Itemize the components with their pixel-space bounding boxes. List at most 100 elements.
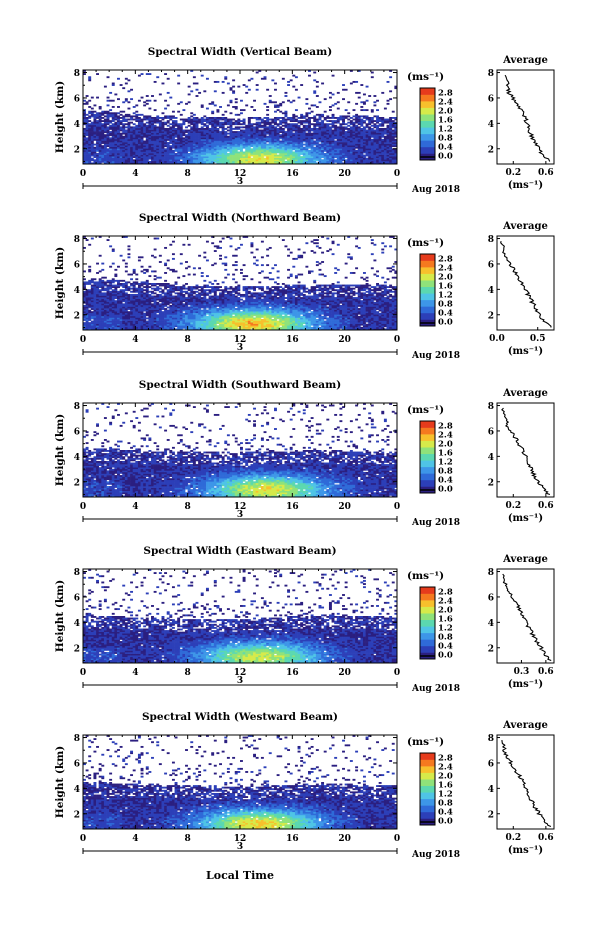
average-x-tick-label: 0.2 bbox=[505, 833, 521, 843]
colorbar-tick-label: 0.4 bbox=[438, 808, 453, 818]
y-tick-label: 4 bbox=[74, 453, 80, 463]
date-tick-label: 3 bbox=[237, 177, 243, 187]
x-tick-label: 16 bbox=[286, 834, 299, 844]
average-y-tick-label: 2 bbox=[488, 810, 494, 820]
colorbar-tick-label: 1.6 bbox=[438, 282, 453, 292]
x-tick-label: 12 bbox=[234, 668, 247, 678]
date-label: Aug 2018 bbox=[411, 351, 460, 361]
average-x-tick-label: 0.3 bbox=[514, 667, 530, 677]
average-y-tick-label: 6 bbox=[488, 427, 494, 437]
x-axis-label: Local Time bbox=[206, 869, 274, 882]
colorbar-tick-label: 1.6 bbox=[438, 781, 453, 791]
colorbar-unit: (ms⁻¹) bbox=[407, 404, 444, 416]
colorbar-tick-label: 2.4 bbox=[438, 98, 453, 108]
x-tick-label: 4 bbox=[132, 169, 138, 179]
y-tick-label: 8 bbox=[74, 69, 80, 79]
average-title: Average bbox=[502, 55, 548, 66]
average-title: Average bbox=[502, 221, 548, 232]
y-tick-label: 8 bbox=[74, 402, 80, 412]
x-tick-label: 0 bbox=[394, 335, 400, 345]
average-y-tick-label: 4 bbox=[488, 120, 494, 130]
heatmap bbox=[83, 735, 397, 829]
heatmap bbox=[83, 236, 397, 330]
y-tick-label: 4 bbox=[74, 619, 80, 629]
panel-2: Spectral Width (Northward Beam) 2 4 6 8 Heigh… bbox=[54, 212, 555, 361]
y-tick-label: 2 bbox=[74, 478, 80, 488]
average-profile-line bbox=[504, 74, 551, 162]
colorbar-tick-label: 2.0 bbox=[438, 440, 453, 450]
average-y-tick-label: 2 bbox=[488, 145, 494, 155]
colorbar-tick-label: 0.0 bbox=[438, 817, 453, 827]
average-profile-plot bbox=[496, 402, 555, 498]
average-title: Average bbox=[502, 554, 548, 565]
y-tick-label: 4 bbox=[74, 120, 80, 130]
x-tick-label: 16 bbox=[286, 169, 299, 179]
x-tick-label: 20 bbox=[338, 502, 351, 512]
colorbar bbox=[419, 586, 436, 660]
colorbar bbox=[419, 87, 436, 161]
colorbar-tick-label: 0.8 bbox=[438, 467, 453, 477]
average-x-unit: (ms⁻¹) bbox=[508, 845, 543, 856]
average-x-unit: (ms⁻¹) bbox=[508, 346, 543, 357]
y-tick-label: 2 bbox=[74, 644, 80, 654]
colorbar-tick-label: 1.6 bbox=[438, 615, 453, 625]
y-tick-label: 6 bbox=[74, 593, 80, 603]
x-tick-label: 4 bbox=[132, 335, 138, 345]
y-tick-label: 6 bbox=[74, 94, 80, 104]
average-y-tick-label: 8 bbox=[488, 568, 494, 578]
average-profile-plot bbox=[496, 568, 555, 664]
average-y-tick-label: 6 bbox=[488, 94, 494, 104]
panel-title: Spectral Width (Northward Beam) bbox=[139, 212, 341, 224]
x-tick-label: 0 bbox=[394, 668, 400, 678]
x-tick-label: 20 bbox=[338, 834, 351, 844]
colorbar-unit: (ms⁻¹) bbox=[407, 570, 444, 582]
y-axis-label: Height (km) bbox=[54, 580, 66, 652]
date-tick-label: 3 bbox=[237, 676, 243, 686]
average-x-unit: (ms⁻¹) bbox=[508, 513, 543, 524]
colorbar-tick-label: 1.6 bbox=[438, 116, 453, 126]
colorbar-tick-label: 0.4 bbox=[438, 309, 453, 319]
average-profile-line bbox=[501, 740, 552, 828]
x-tick-label: 20 bbox=[338, 335, 351, 345]
average-x-tick-label: 0.6 bbox=[538, 833, 554, 843]
panel-title: Spectral Width (Westward Beam) bbox=[142, 711, 338, 723]
x-tick-label: 12 bbox=[234, 169, 247, 179]
colorbar-tick-label: 1.2 bbox=[438, 790, 453, 800]
x-tick-label: 4 bbox=[132, 834, 138, 844]
y-tick-label: 4 bbox=[74, 785, 80, 795]
colorbar-tick-label: 2.0 bbox=[438, 273, 453, 283]
colorbar-tick-label: 2.8 bbox=[438, 588, 453, 598]
y-tick-label: 8 bbox=[74, 235, 80, 245]
average-title: Average bbox=[502, 388, 548, 399]
x-tick-label: 0 bbox=[80, 502, 86, 512]
x-tick-label: 16 bbox=[286, 335, 299, 345]
colorbar-tick-label: 2.4 bbox=[438, 597, 453, 607]
y-tick-label: 6 bbox=[74, 759, 80, 769]
panel-3: Spectral Width (Southward Beam) 2 4 6 8 Heigh… bbox=[54, 379, 555, 528]
colorbar-tick-label: 2.0 bbox=[438, 606, 453, 616]
colorbar-tick-label: 0.0 bbox=[438, 152, 453, 162]
panel-1: Spectral Width (Vertical Beam) 2 4 6 8 Height… bbox=[54, 46, 555, 195]
panel-title: Spectral Width (Vertical Beam) bbox=[148, 46, 332, 58]
panel-5: Spectral Width (Westward Beam) 2 4 6 8 Height… bbox=[54, 711, 555, 860]
average-x-unit: (ms⁻¹) bbox=[508, 679, 543, 690]
colorbar-tick-label: 0.0 bbox=[438, 651, 453, 661]
x-tick-label: 0 bbox=[80, 668, 86, 678]
colorbar-tick-label: 2.4 bbox=[438, 264, 453, 274]
colorbar-tick-label: 0.8 bbox=[438, 799, 453, 809]
average-x-tick-label: 0.5 bbox=[530, 334, 546, 344]
y-axis-label: Height (km) bbox=[54, 746, 66, 818]
colorbar bbox=[419, 752, 436, 826]
panel-title: Spectral Width (Southward Beam) bbox=[139, 379, 341, 391]
average-y-tick-label: 6 bbox=[488, 260, 494, 270]
y-axis-label: Height (km) bbox=[54, 247, 66, 319]
average-profile-line bbox=[502, 573, 552, 662]
colorbar bbox=[419, 253, 436, 327]
date-label: Aug 2018 bbox=[411, 850, 460, 860]
colorbar-unit: (ms⁻¹) bbox=[407, 71, 444, 83]
average-y-tick-label: 8 bbox=[488, 69, 494, 79]
average-profile-line bbox=[500, 240, 552, 328]
panel-4: Spectral Width (Eastward Beam) 2 4 6 8 Height… bbox=[54, 545, 555, 694]
colorbar-tick-label: 0.8 bbox=[438, 134, 453, 144]
average-y-tick-label: 4 bbox=[488, 286, 494, 296]
